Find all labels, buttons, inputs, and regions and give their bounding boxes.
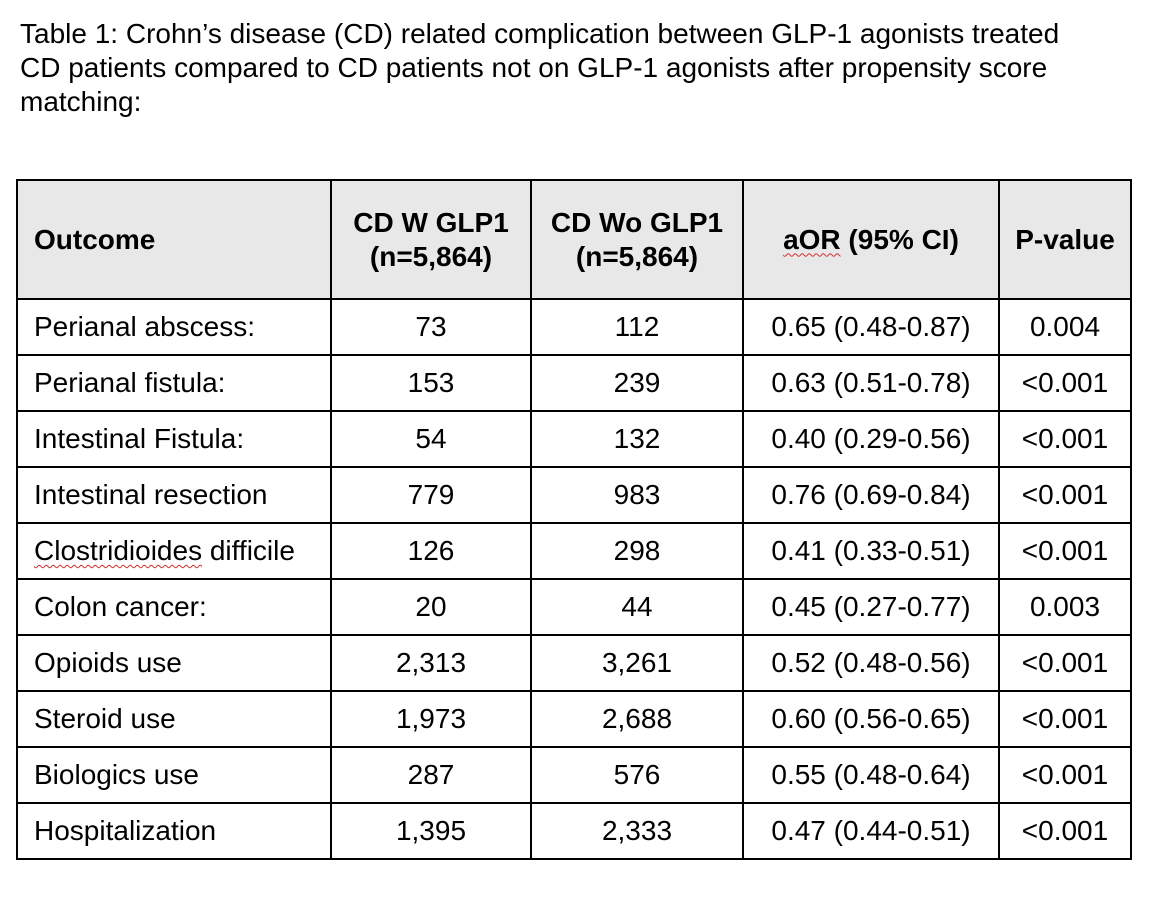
cell-aor: 0.40 (0.29-0.56) <box>742 410 1000 468</box>
cell-pvalue: <0.001 <box>998 410 1132 468</box>
cell-with-glp1: 73 <box>330 298 532 356</box>
caption-line-2: CD patients compared to CD patients not … <box>20 52 1048 83</box>
cell-outcome: Colon cancer: <box>16 578 332 636</box>
header-cd-without-glp1-n: (n=5,864) <box>575 240 699 272</box>
cell-outcome: Perianal fistula: <box>16 354 332 412</box>
cell-aor: 0.65 (0.48-0.87) <box>742 298 1000 356</box>
cell-with-glp1: 1,395 <box>330 802 532 860</box>
cell-pvalue: <0.001 <box>998 466 1132 524</box>
table-row: Clostridioides difficile 126 298 0.41 (0… <box>16 522 1132 580</box>
caption-line-3: matching: <box>20 86 142 117</box>
cell-without-glp1: 2,333 <box>530 802 744 860</box>
cell-aor: 0.60 (0.56-0.65) <box>742 690 1000 748</box>
table-row: Biologics use 287 576 0.55 (0.48-0.64) <… <box>16 746 1132 804</box>
cell-without-glp1: 576 <box>530 746 744 804</box>
cell-aor: 0.41 (0.33-0.51) <box>742 522 1000 580</box>
cell-outcome: Opioids use <box>16 634 332 692</box>
header-cd-with-glp1-n: (n=5,864) <box>369 240 493 272</box>
header-aor-ci: (95% CI) <box>840 223 959 255</box>
cell-without-glp1: 44 <box>530 578 744 636</box>
cell-without-glp1: 2,688 <box>530 690 744 748</box>
caption-line-1: Table 1: Crohn’s disease (CD) related co… <box>20 18 1060 49</box>
cell-outcome: Clostridioides difficile <box>16 522 332 580</box>
cell-without-glp1: 132 <box>530 410 744 468</box>
cell-with-glp1: 126 <box>330 522 532 580</box>
table-row: Intestinal resection 779 983 0.76 (0.69-… <box>16 466 1132 524</box>
cell-without-glp1: 983 <box>530 466 744 524</box>
cell-outcome-species: difficile <box>202 535 295 566</box>
cell-with-glp1: 153 <box>330 354 532 412</box>
cell-aor: 0.63 (0.51-0.78) <box>742 354 1000 412</box>
cell-aor: 0.47 (0.44-0.51) <box>742 802 1000 860</box>
cell-with-glp1: 287 <box>330 746 532 804</box>
table-row: Perianal abscess: 73 112 0.65 (0.48-0.87… <box>16 298 1132 356</box>
cell-aor: 0.76 (0.69-0.84) <box>742 466 1000 524</box>
cell-pvalue: <0.001 <box>998 522 1132 580</box>
cell-without-glp1: 112 <box>530 298 744 356</box>
cell-with-glp1: 2,313 <box>330 634 532 692</box>
cell-pvalue: <0.001 <box>998 634 1132 692</box>
header-pvalue: P-value <box>998 179 1132 300</box>
cell-with-glp1: 20 <box>330 578 532 636</box>
header-cd-without-glp1-title: CD Wo GLP1 <box>550 206 724 238</box>
table-header-row: Outcome CD W GLP1 (n=5,864) CD Wo GLP1 (… <box>16 179 1132 300</box>
cell-pvalue: <0.001 <box>998 802 1132 860</box>
table-row: Opioids use 2,313 3,261 0.52 (0.48-0.56)… <box>16 634 1132 692</box>
cell-aor: 0.45 (0.27-0.77) <box>742 578 1000 636</box>
header-aor-abbrev: aOR <box>783 223 841 255</box>
table-caption: Table 1: Crohn’s disease (CD) related co… <box>20 17 1140 119</box>
cell-outcome: Biologics use <box>16 746 332 804</box>
cell-pvalue: <0.001 <box>998 746 1132 804</box>
header-outcome: Outcome <box>16 179 332 300</box>
cell-pvalue: 0.004 <box>998 298 1132 356</box>
cell-pvalue: <0.001 <box>998 690 1132 748</box>
cell-with-glp1: 54 <box>330 410 532 468</box>
cell-outcome: Intestinal Fistula: <box>16 410 332 468</box>
header-cd-without-glp1: CD Wo GLP1 (n=5,864) <box>530 179 744 300</box>
cell-without-glp1: 298 <box>530 522 744 580</box>
cell-aor: 0.52 (0.48-0.56) <box>742 634 1000 692</box>
header-cd-with-glp1-title: CD W GLP1 <box>353 206 509 238</box>
header-aor: aOR (95% CI) <box>742 179 1000 300</box>
cell-outcome: Hospitalization <box>16 802 332 860</box>
cell-pvalue: <0.001 <box>998 354 1132 412</box>
cell-outcome: Intestinal resection <box>16 466 332 524</box>
table-row: Hospitalization 1,395 2,333 0.47 (0.44-0… <box>16 802 1132 860</box>
table-row: Perianal fistula: 153 239 0.63 (0.51-0.7… <box>16 354 1132 412</box>
cell-outcome: Steroid use <box>16 690 332 748</box>
table-row: Colon cancer: 20 44 0.45 (0.27-0.77) 0.0… <box>16 578 1132 636</box>
cell-with-glp1: 1,973 <box>330 690 532 748</box>
cell-without-glp1: 239 <box>530 354 744 412</box>
table-row: Intestinal Fistula: 54 132 0.40 (0.29-0.… <box>16 410 1132 468</box>
cell-without-glp1: 3,261 <box>530 634 744 692</box>
results-table: Outcome CD W GLP1 (n=5,864) CD Wo GLP1 (… <box>16 179 1132 860</box>
cell-pvalue: 0.003 <box>998 578 1132 636</box>
cell-aor: 0.55 (0.48-0.64) <box>742 746 1000 804</box>
cell-with-glp1: 779 <box>330 466 532 524</box>
table-row: Steroid use 1,973 2,688 0.60 (0.56-0.65)… <box>16 690 1132 748</box>
cell-outcome-genus: Clostridioides <box>34 535 203 566</box>
header-cd-with-glp1: CD W GLP1 (n=5,864) <box>330 179 532 300</box>
cell-outcome: Perianal abscess: <box>16 298 332 356</box>
